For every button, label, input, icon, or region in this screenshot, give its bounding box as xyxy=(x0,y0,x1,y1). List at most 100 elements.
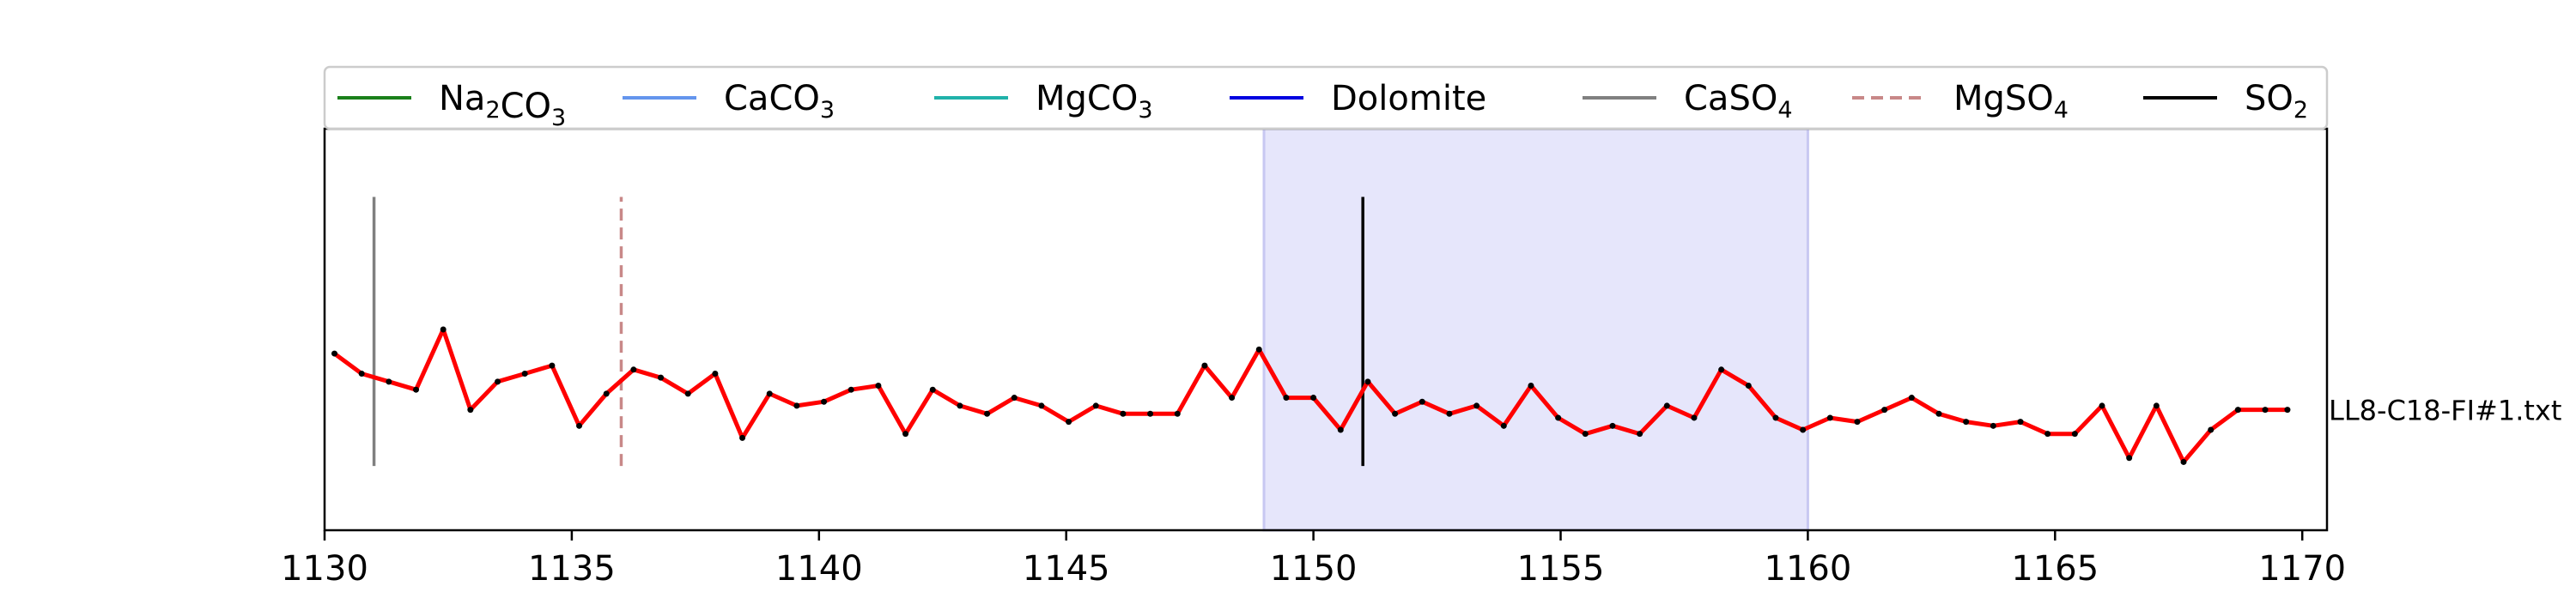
data-point xyxy=(1718,366,1725,373)
data-point xyxy=(2208,426,2215,433)
data-point xyxy=(1283,395,1290,402)
legend-item-dolomite: Dolomite xyxy=(1230,79,1486,118)
data-point xyxy=(1147,410,1154,417)
legend-item-na2co3: Na2CO3 xyxy=(337,79,566,131)
data-point xyxy=(1473,402,1480,409)
x-tick-label: 1170 xyxy=(2258,549,2346,589)
data-point xyxy=(1555,414,1562,421)
data-point xyxy=(1011,395,1018,402)
legend-label: Dolomite xyxy=(1331,79,1486,118)
data-point xyxy=(1609,422,1616,429)
data-point xyxy=(1854,419,1861,426)
data-point xyxy=(1092,402,1099,409)
x-tick-label: 1140 xyxy=(775,549,863,589)
data-point xyxy=(440,326,447,333)
legend-item-so2: SO2 xyxy=(2143,79,2308,124)
x-tick-label: 1150 xyxy=(1270,549,1358,589)
data-point xyxy=(358,370,365,377)
legend-label: MgSO4 xyxy=(1953,79,2069,124)
data-point xyxy=(1528,383,1534,390)
data-point xyxy=(984,410,991,417)
data-point xyxy=(929,386,936,393)
data-point xyxy=(1392,410,1399,417)
data-point xyxy=(630,366,637,373)
data-point xyxy=(848,386,854,393)
legend-item-caco3: CaCO3 xyxy=(623,79,835,124)
legend-label: SO2 xyxy=(2245,79,2308,124)
legend-label: Na2CO3 xyxy=(439,79,566,131)
data-point xyxy=(1255,346,1262,353)
data-point xyxy=(2099,402,2105,409)
data-point xyxy=(1364,378,1371,385)
data-point xyxy=(1229,395,1236,402)
x-tick-label: 1165 xyxy=(2011,549,2099,589)
data-point xyxy=(1691,414,1698,421)
data-point xyxy=(1745,383,1752,390)
data-point xyxy=(413,386,420,393)
data-point xyxy=(1419,398,1425,405)
data-point xyxy=(902,431,909,438)
legend-label: CaCO3 xyxy=(724,79,835,124)
data-point xyxy=(1500,422,1507,429)
data-point xyxy=(1963,419,1970,426)
x-tick-label: 1130 xyxy=(281,549,368,589)
data-point xyxy=(603,390,610,397)
data-point xyxy=(467,407,474,414)
data-point xyxy=(1800,426,1807,433)
data-point xyxy=(2180,458,2187,465)
data-point xyxy=(793,402,800,409)
data-point xyxy=(2071,431,2078,438)
data-point xyxy=(1066,419,1072,426)
x-tick-label: 1155 xyxy=(1517,549,1605,589)
data-point xyxy=(1337,426,1344,433)
data-point xyxy=(1120,410,1127,417)
highlight-region-layer xyxy=(1262,127,1809,532)
series-layer xyxy=(331,326,2291,465)
data-point xyxy=(957,402,963,409)
data-point xyxy=(1881,407,1888,414)
legend-item-mgso4: MgSO4 xyxy=(1852,79,2069,124)
side-label: LL8-C18-FI#1.txt xyxy=(2329,395,2561,427)
data-point xyxy=(1637,431,1643,438)
x-axis: 1130 1135 1140 1145 1150 1155 1160 1165 1170 xyxy=(281,530,2346,589)
legend: Na2CO3 CaCO3 MgCO3 Dolomite CaSO4 MgSO4 SO2 xyxy=(323,65,2329,131)
data-point xyxy=(2126,455,2133,462)
data-point xyxy=(739,434,746,441)
legend-item-caso4: CaSO4 xyxy=(1583,79,1793,124)
data-point xyxy=(766,390,773,397)
data-point xyxy=(712,370,719,377)
data-point xyxy=(658,374,665,381)
data-point xyxy=(1174,410,1181,417)
data-point xyxy=(1908,395,1915,402)
data-point xyxy=(1772,414,1779,421)
data-point xyxy=(1038,402,1045,409)
data-point xyxy=(1582,431,1589,438)
data-point xyxy=(2262,407,2269,414)
data-point xyxy=(2044,431,2051,438)
data-point xyxy=(576,422,583,429)
highlight-span xyxy=(1262,127,1809,532)
data-point xyxy=(875,383,882,390)
data-point xyxy=(495,378,501,385)
data-point xyxy=(2153,402,2160,409)
x-tick-label: 1135 xyxy=(528,549,616,589)
data-point xyxy=(2284,407,2291,414)
data-point xyxy=(2017,419,2024,426)
data-point xyxy=(2234,407,2241,414)
data-point xyxy=(1826,414,1833,421)
data-point xyxy=(521,370,528,377)
data-point xyxy=(1990,422,1996,429)
reference-lines-layer xyxy=(372,196,1364,467)
legend-item-mgco3: MgCO3 xyxy=(934,79,1153,124)
x-tick-label: 1160 xyxy=(1765,549,1852,589)
data-point xyxy=(1446,410,1453,417)
data-point xyxy=(386,378,392,385)
legend-label: CaSO4 xyxy=(1684,79,1793,124)
data-point xyxy=(1663,402,1670,409)
data-point xyxy=(549,362,556,369)
data-point xyxy=(331,350,338,357)
data-point xyxy=(1201,362,1208,369)
legend-box xyxy=(323,65,2329,130)
data-point xyxy=(821,398,828,405)
